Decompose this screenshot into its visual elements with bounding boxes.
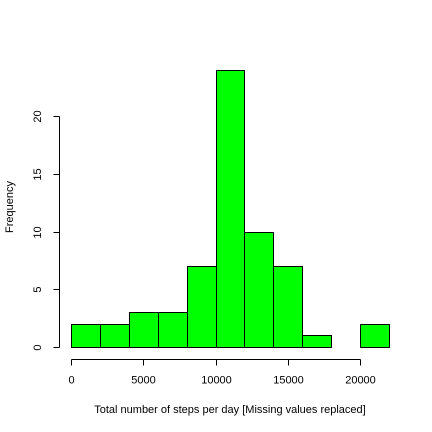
histogram-bar xyxy=(71,324,101,348)
histogram-bar xyxy=(216,70,245,348)
y-tick-label: 20 xyxy=(32,110,44,122)
histogram-bar xyxy=(187,266,217,348)
bars-group xyxy=(71,70,390,348)
x-tick-label: 15000 xyxy=(273,375,304,387)
y-tick-label: 15 xyxy=(32,168,44,180)
x-tick-label: 0 xyxy=(68,375,74,387)
y-tick-label: 5 xyxy=(32,286,44,292)
histogram-bar xyxy=(273,266,303,348)
x-tick-label: 20000 xyxy=(345,375,376,387)
histogram-bar xyxy=(302,335,332,348)
y-tick-label: 0 xyxy=(32,344,44,350)
y-axis: 0 5 10 15 20 xyxy=(32,110,60,351)
y-tick-label: 10 xyxy=(32,226,44,238)
histogram-bar xyxy=(129,312,159,348)
x-axis-label: Total number of steps per day [Missing v… xyxy=(94,404,365,416)
y-axis-label: Frequency xyxy=(4,181,16,233)
x-tick-label: 5000 xyxy=(131,375,155,387)
x-tick-label: 10000 xyxy=(201,375,232,387)
histogram-bar xyxy=(360,324,390,348)
histogram-bar xyxy=(244,232,274,348)
histogram-bar xyxy=(100,324,130,348)
histogram-bar xyxy=(158,312,188,348)
x-axis: 0 5000 10000 15000 20000 xyxy=(68,359,376,387)
